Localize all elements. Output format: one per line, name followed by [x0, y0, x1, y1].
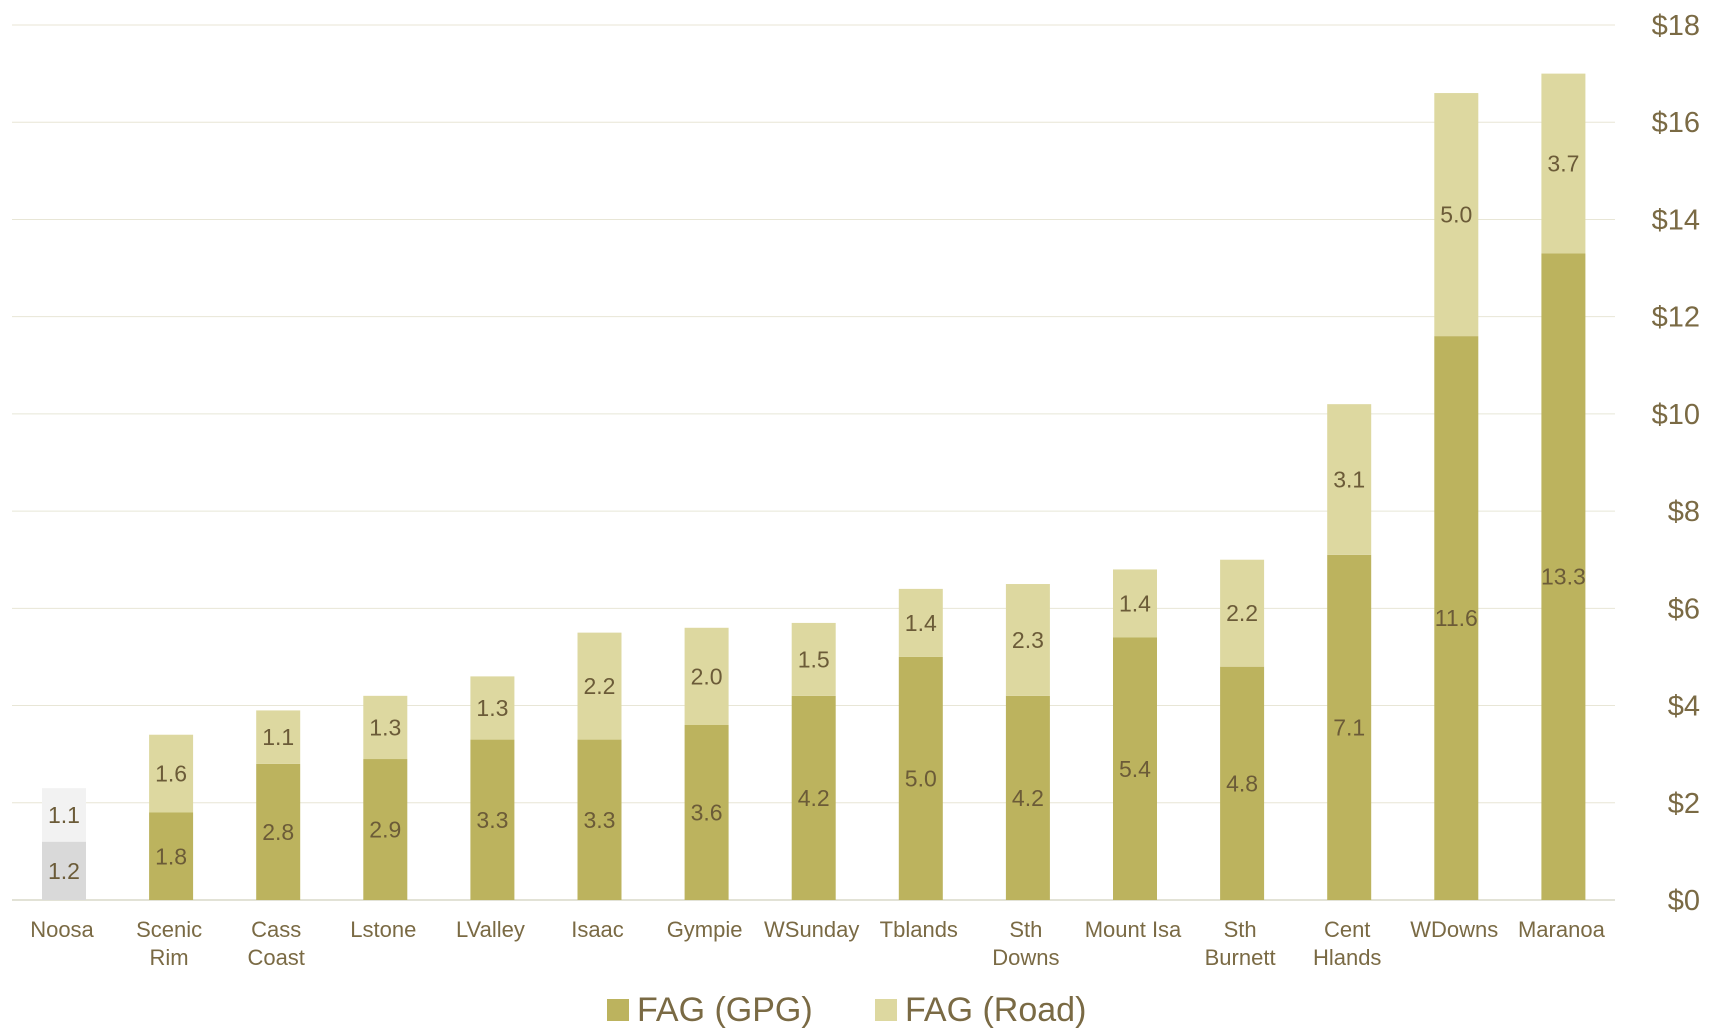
data-label: 1.2 — [48, 858, 80, 884]
x-tick-label-wsunday: WSunday — [764, 917, 859, 942]
legend-label-fag-road: FAG (Road) — [905, 991, 1086, 1029]
data-label: 1.8 — [155, 843, 187, 869]
data-label: 3.7 — [1547, 151, 1579, 177]
y-tick-label: $16 — [1652, 107, 1700, 139]
data-label: 3.3 — [584, 807, 616, 833]
data-label: 4.2 — [798, 785, 830, 811]
data-label: 1.3 — [369, 714, 401, 740]
x-tick-label-sth-downs: Sth Downs — [992, 917, 1059, 970]
data-label: 3.6 — [691, 800, 723, 826]
x-tick-label-noosa: Noosa — [30, 917, 94, 942]
data-label: 7.1 — [1333, 714, 1365, 740]
x-tick-label-mount-isa: Mount Isa — [1085, 917, 1182, 942]
legend-swatch-fag-gpg — [607, 999, 629, 1021]
data-label: 2.2 — [584, 673, 616, 699]
x-tick-label-wdowns: WDowns — [1410, 917, 1498, 942]
data-label: 4.8 — [1226, 770, 1258, 796]
legend-label-fag-gpg: FAG (GPG) — [637, 991, 813, 1029]
y-tick-label: $6 — [1668, 593, 1700, 625]
data-label: 2.0 — [691, 663, 723, 689]
legend-swatch-fag-road — [875, 999, 897, 1021]
data-label: 3.1 — [1333, 467, 1365, 493]
data-label: 1.1 — [262, 724, 294, 750]
x-tick-label-lstone: Lstone — [350, 917, 416, 942]
x-tick-label-cass-coast: Cass Coast — [247, 917, 304, 970]
y-tick-label: $18 — [1652, 10, 1700, 42]
data-label: 5.4 — [1119, 756, 1151, 782]
x-tick-label-lvalley: LValley — [456, 917, 525, 942]
y-tick-label: $14 — [1652, 204, 1700, 236]
data-label: 4.2 — [1012, 785, 1044, 811]
x-tick-label-scenic-rim: Scenic Rim — [136, 917, 202, 970]
x-tick-label-tblands: Tblands — [880, 917, 958, 942]
y-tick-label: $12 — [1652, 302, 1700, 334]
data-label: 5.0 — [1440, 202, 1472, 228]
x-tick-label-maranoa: Maranoa — [1518, 917, 1606, 942]
y-tick-label: $10 — [1652, 399, 1700, 431]
x-tick-label-cent-hlands: Cent Hlands — [1313, 917, 1381, 970]
y-tick-label: $4 — [1668, 691, 1700, 723]
y-tick-label: $0 — [1668, 885, 1700, 917]
data-label: 5.0 — [905, 765, 937, 791]
y-tick-label: $2 — [1668, 788, 1700, 820]
data-label: 1.6 — [155, 761, 187, 787]
data-label: 1.4 — [1119, 590, 1151, 616]
x-tick-label-gympie: Gympie — [667, 917, 743, 942]
data-label: 2.3 — [1012, 627, 1044, 653]
data-label: 2.8 — [262, 819, 294, 845]
data-label: 13.3 — [1541, 564, 1586, 590]
data-label: 2.9 — [369, 817, 401, 843]
x-tick-label-sth-burnett: Sth Burnett — [1205, 917, 1276, 970]
data-label: 1.3 — [476, 695, 508, 721]
data-label: 11.6 — [1435, 605, 1478, 631]
y-tick-label: $8 — [1668, 496, 1700, 528]
data-label: 2.2 — [1226, 600, 1258, 626]
x-tick-label-isaac: Isaac — [571, 917, 624, 942]
x-axis: Noosa Scenic Rim Cass Coast Lstone LValley Isaa… — [30, 917, 1605, 970]
data-label: 1.1 — [48, 802, 80, 828]
data-label: 3.3 — [476, 807, 508, 833]
data-label: 1.5 — [798, 646, 830, 672]
legend: FAG (GPG) FAG (Road) — [607, 991, 1086, 1029]
data-label: 1.4 — [905, 610, 937, 636]
y-axis: $0 $2 $4 $6 $8 $10 $12 $14 $16 $18 — [1652, 10, 1700, 917]
